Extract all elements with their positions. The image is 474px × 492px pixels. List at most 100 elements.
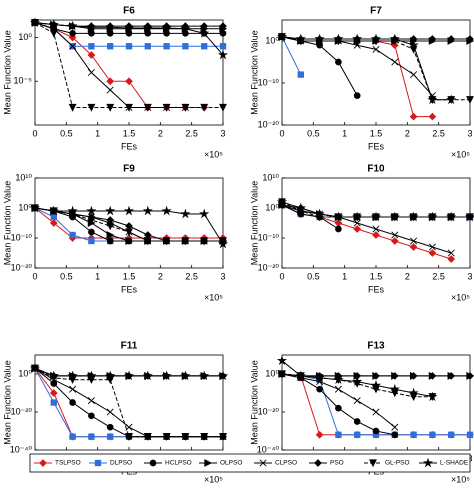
marker: [316, 385, 323, 393]
marker: [29, 202, 41, 213]
x-tick-label: 0.5: [60, 271, 73, 281]
marker: [353, 418, 361, 425]
x-axis-label: FEs: [121, 284, 138, 294]
marker: [49, 219, 58, 227]
y-tick-label: 10⁻²⁰: [11, 406, 33, 416]
marker: [106, 408, 114, 416]
x-tick-label: 3: [220, 271, 225, 281]
x-tick-label: 2: [405, 271, 410, 281]
marker: [335, 431, 342, 438]
marker: [144, 43, 151, 50]
marker: [143, 433, 152, 441]
marker: [335, 58, 342, 66]
marker: [48, 205, 59, 216]
x-multiplier: ×10⁵: [451, 292, 470, 302]
marker: [88, 412, 95, 420]
marker: [69, 433, 76, 440]
y-axis-label: Mean Function Value: [2, 181, 12, 265]
marker: [29, 362, 41, 373]
x-tick-label: 1: [95, 128, 100, 138]
y-tick-label: 10⁰: [265, 35, 279, 45]
marker: [372, 372, 380, 380]
marker: [427, 94, 438, 105]
x-tick-label: 1.5: [370, 271, 383, 281]
marker: [87, 68, 95, 77]
marker: [427, 391, 438, 402]
marker: [180, 23, 191, 34]
series-line: [281, 204, 339, 230]
legend-label: DLPSO: [110, 460, 132, 467]
marker: [429, 431, 436, 438]
x-tick-label: 0.5: [307, 128, 320, 138]
marker: [428, 372, 437, 380]
marker: [105, 370, 116, 381]
marker: [335, 404, 342, 412]
marker: [49, 29, 58, 38]
marker: [259, 459, 267, 467]
y-tick-label: 10⁻¹⁰: [258, 77, 280, 87]
panel-title: F6: [123, 6, 135, 17]
marker: [408, 39, 419, 50]
marker: [86, 21, 97, 32]
marker: [353, 225, 362, 233]
marker: [106, 222, 115, 231]
marker: [143, 103, 152, 112]
y-tick-label: 10⁰: [18, 32, 32, 42]
panel-title: F13: [367, 341, 385, 352]
marker: [372, 225, 380, 233]
y-tick-label: 10¹⁰: [15, 172, 32, 182]
plot-frame: [281, 19, 471, 126]
marker: [390, 372, 399, 380]
x-tick-label: 2: [405, 128, 410, 138]
marker: [88, 433, 95, 440]
legend-label: TSLPSO: [55, 460, 81, 467]
marker: [69, 385, 77, 393]
legend-label: CLPSO: [275, 460, 297, 467]
marker: [391, 431, 399, 439]
y-tick-label: 10⁰: [18, 202, 32, 212]
x-multiplier: ×10⁵: [204, 292, 223, 302]
marker: [276, 31, 288, 42]
marker: [391, 423, 399, 431]
marker: [201, 43, 208, 50]
series-line: [281, 36, 302, 75]
series-line: [281, 36, 470, 101]
marker: [276, 355, 288, 366]
marker: [409, 372, 418, 380]
marker: [389, 383, 400, 394]
marker: [408, 211, 419, 222]
marker: [87, 103, 96, 112]
marker: [409, 112, 418, 121]
marker: [466, 96, 474, 105]
marker: [88, 228, 95, 236]
legend-label: GL-PSO: [385, 460, 410, 467]
marker: [125, 237, 134, 245]
x-tick-label: 2: [158, 271, 163, 281]
x-tick-label: 1.5: [123, 271, 136, 281]
marker: [446, 211, 457, 222]
marker: [410, 237, 418, 245]
x-tick-label: 1.5: [370, 128, 383, 138]
y-tick-label: 10⁻⁵: [14, 76, 33, 86]
marker: [87, 397, 95, 405]
marker: [87, 51, 96, 59]
x-tick-label: 0: [32, 128, 37, 138]
marker: [219, 22, 227, 30]
marker: [372, 231, 380, 239]
marker: [410, 71, 418, 79]
marker: [217, 370, 229, 381]
marker: [39, 459, 47, 467]
marker: [199, 28, 210, 38]
marker: [315, 430, 324, 439]
marker: [447, 255, 456, 263]
x-multiplier: ×10⁵: [204, 149, 223, 159]
x-axis-label: FEs: [121, 141, 138, 151]
marker: [335, 225, 342, 233]
marker: [200, 433, 209, 441]
marker: [447, 372, 456, 380]
x-tick-label: 0.5: [307, 271, 320, 281]
marker: [86, 370, 97, 381]
series-line: [34, 367, 223, 438]
marker: [333, 374, 344, 385]
marker: [142, 370, 153, 381]
